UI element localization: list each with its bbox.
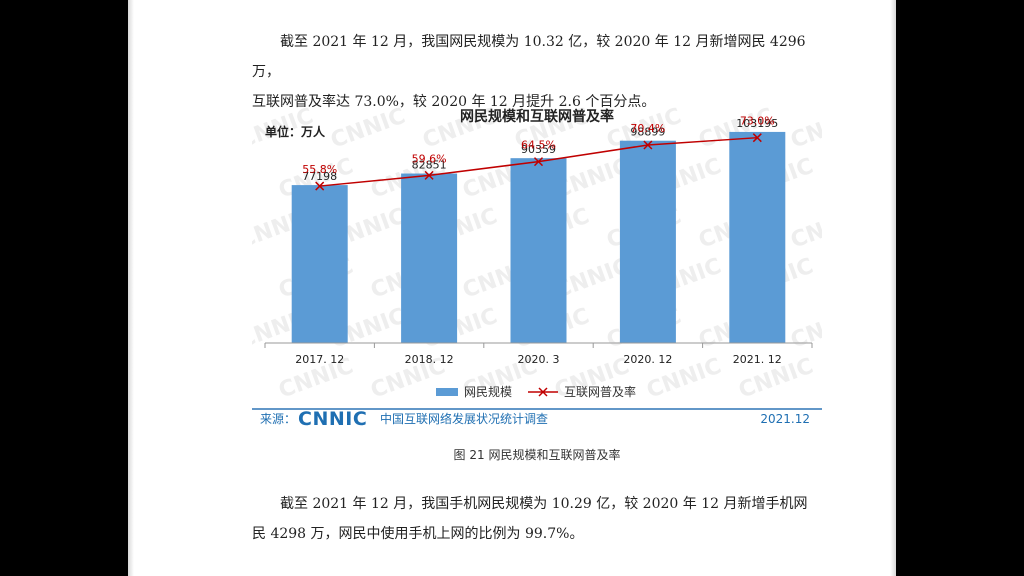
line-value-label: 55.8% xyxy=(302,163,337,176)
legend-label-users: 网民规模 xyxy=(464,384,512,399)
paragraph-mobile-users: 截至 2021 年 12 月，我国手机网民规模为 10.29 亿，较 2020 … xyxy=(252,489,832,549)
page-edge-shadow-right xyxy=(890,0,896,576)
bar-value-labels: 77198 82851 90359 98899 103195 xyxy=(302,117,778,183)
line-value-labels: 55.8% 59.6% 64.5% 70.4% 73.0% xyxy=(302,115,775,176)
x-tick-label: 2021. 12 xyxy=(733,353,782,366)
x-tick-label: 2020. 3 xyxy=(518,353,560,366)
x-axis-ticks xyxy=(264,343,813,348)
line-point-x-marker xyxy=(424,170,434,180)
line-value-label: 70.4% xyxy=(630,122,665,135)
paragraph-line: 互联网普及率达 73.0%，较 2020 年 12 月提升 2.6 个百分点。 xyxy=(252,94,656,110)
chart-svg: CNNIC CNNIC CNNIC CNNIC CNNIC CNNIC CNNICCNNIC… xyxy=(252,104,822,430)
figure-caption: 图 21 网民规模和互联网普及率 xyxy=(453,448,621,462)
x-tick-label: 2020. 12 xyxy=(623,353,672,366)
bar-value-label: 98899 xyxy=(630,126,665,139)
line-value-label: 59.6% xyxy=(412,152,447,165)
legend-label-penetration: 互联网普及率 xyxy=(564,384,636,399)
bar xyxy=(291,185,348,343)
legend: 网民规模 互联网普及率 xyxy=(436,384,636,399)
chart-title: 网民规模和互联网普及率 xyxy=(460,108,614,125)
legend-swatch-bar xyxy=(436,388,458,396)
paragraph-line: 截至 2021 年 12 月，我国网民规模为 10.32 亿，较 2020 年 … xyxy=(252,34,806,80)
watermark-text: CNNIC xyxy=(328,104,409,154)
watermark-text: CNNIC xyxy=(788,304,822,354)
legend-marker-x-icon xyxy=(538,387,548,397)
line-point-x-marker xyxy=(315,181,325,191)
bar xyxy=(729,131,786,343)
bar-value-label: 77198 xyxy=(302,170,337,183)
unit-label: 单位：万人 xyxy=(265,124,326,139)
bar xyxy=(619,140,676,343)
source-label: 来源： xyxy=(260,412,296,426)
source-name: 中国互联网络发展状况统计调查 xyxy=(380,411,548,426)
line-value-label: 73.0% xyxy=(740,115,775,128)
bar-value-label: 103195 xyxy=(736,117,778,130)
line-series xyxy=(315,133,762,191)
bar-value-label: 90359 xyxy=(521,143,556,156)
line-point-x-marker xyxy=(643,140,653,150)
source-date: 2021.12 xyxy=(760,412,810,426)
line-value-label: 64.5% xyxy=(521,139,556,152)
watermark-text: CNNIC xyxy=(788,104,822,154)
bar xyxy=(510,158,567,343)
line-point-x-marker xyxy=(752,133,762,143)
paragraph-internet-users: 截至 2021 年 12 月，我国网民规模为 10.32 亿，较 2020 年 … xyxy=(252,27,832,117)
line-point-x-marker xyxy=(533,157,544,167)
page-edge-shadow-left xyxy=(128,0,134,576)
x-tick-label: 2018. 12 xyxy=(405,353,454,366)
bar-series xyxy=(291,131,786,343)
bar xyxy=(401,173,458,343)
figure-chart: CNNIC CNNIC CNNIC CNNIC CNNIC CNNIC CNNIC CNNIC… xyxy=(252,98,822,431)
x-axis-labels: 2017. 12 2018. 12 2020. 3 2020. 12 2021. 12 xyxy=(295,353,782,366)
bar-value-label: 82851 xyxy=(412,159,447,172)
paragraph-line: 截至 2021 年 12 月，我国手机网民规模为 10.29 亿，较 2020 … xyxy=(280,496,808,512)
cnnic-logo: CNNIC xyxy=(298,408,367,430)
x-tick-label: 2017. 12 xyxy=(295,353,344,366)
paragraph-line: 民 4298 万，网民中使用手机上网的比例为 99.7%。 xyxy=(252,526,584,542)
watermark-text: CNNIC xyxy=(788,204,822,254)
